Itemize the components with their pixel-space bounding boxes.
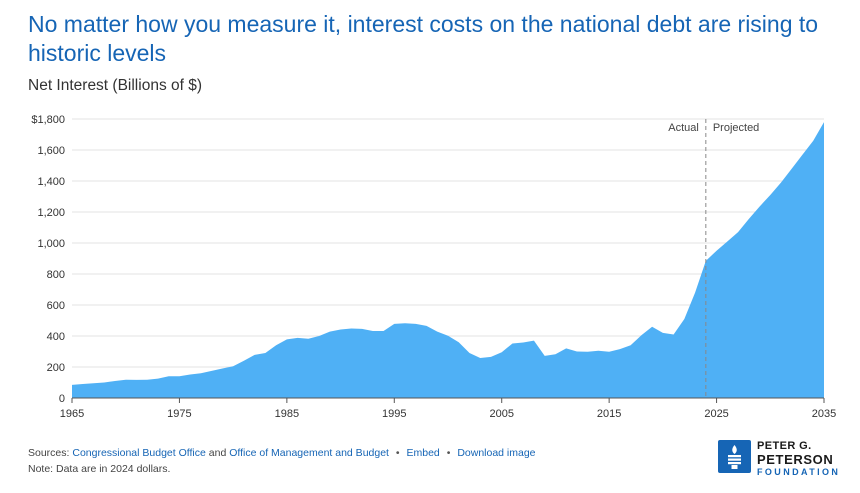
x-tick-label: 2025 xyxy=(704,408,728,420)
torch-logo-icon xyxy=(718,440,751,473)
y-tick-label: 0 xyxy=(59,393,65,405)
y-tick-label: 1,400 xyxy=(37,176,65,188)
sources-line: Sources: Congressional Budget Office and… xyxy=(28,447,536,459)
bullet-separator: • xyxy=(395,447,400,459)
net-interest-area xyxy=(72,122,824,398)
x-tick-label: 1965 xyxy=(60,408,84,420)
logo-line1: PETER G. xyxy=(757,440,812,452)
y-tick-label: 1,200 xyxy=(37,207,65,219)
x-tick-label: 1995 xyxy=(382,408,406,420)
x-tick-label: 1975 xyxy=(167,408,191,420)
omb-link[interactable]: Office of Management and Budget xyxy=(229,447,389,459)
x-axis-ticks: 1965 1975 1985 1995 2005 2015 2025 2035 xyxy=(60,398,836,420)
y-axis-ticks: $1,800 1,600 1,400 1,200 1,000 800 600 400 200 0 xyxy=(31,114,65,405)
x-tick-label: 2035 xyxy=(812,408,836,420)
y-tick-label: 800 xyxy=(47,269,65,281)
download-image-link[interactable]: Download image xyxy=(457,447,536,459)
x-tick-label: 2015 xyxy=(597,408,621,420)
pgpf-logo[interactable]: PETER G. PETERSON FOUNDATION xyxy=(718,440,848,480)
y-tick-label: 400 xyxy=(47,331,65,343)
x-tick-label: 1985 xyxy=(275,408,299,420)
chart-headline: No matter how you measure it, interest c… xyxy=(28,11,819,66)
logo-line2: PETERSON xyxy=(757,452,834,467)
y-tick-label: $1,800 xyxy=(31,114,65,126)
projected-label: Projected xyxy=(713,122,759,134)
y-tick-label: 1,000 xyxy=(37,238,65,250)
y-tick-label: 1,600 xyxy=(37,145,65,157)
sources-prefix: Sources: xyxy=(28,447,70,459)
and-text: and xyxy=(208,447,227,459)
embed-link[interactable]: Embed xyxy=(406,447,440,459)
y-axis-title: Net Interest (Billions of $) xyxy=(28,77,203,94)
logo-line3: FOUNDATION xyxy=(757,467,841,477)
bullet-separator: • xyxy=(446,447,451,459)
actual-label: Actual xyxy=(668,122,699,134)
cbo-link[interactable]: Congressional Budget Office xyxy=(72,447,206,459)
footnote: Note: Data are in 2024 dollars. xyxy=(28,463,171,475)
y-tick-label: 600 xyxy=(47,300,65,312)
x-tick-label: 2005 xyxy=(489,408,513,420)
y-tick-label: 200 xyxy=(47,362,65,374)
